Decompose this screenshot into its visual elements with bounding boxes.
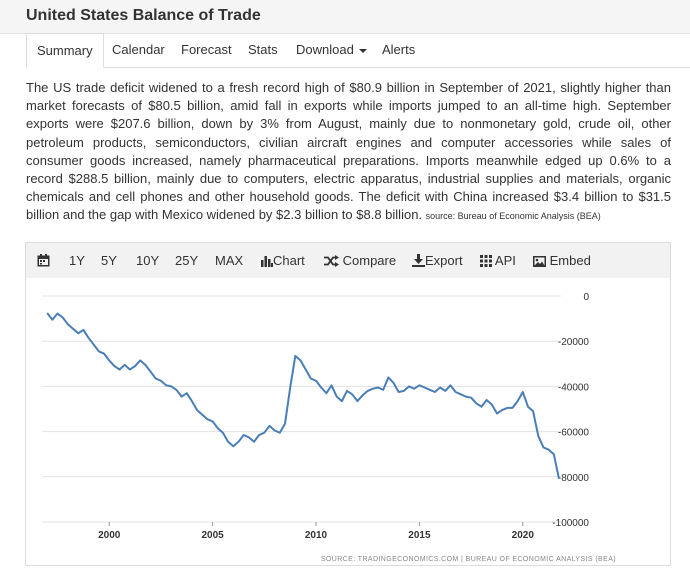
tab-bar: Summary Calendar Forecast Stats Download… <box>26 33 690 68</box>
tab-calendar[interactable]: Calendar <box>112 42 165 57</box>
y-tick-label: -20000 <box>558 337 590 348</box>
y-tick-label: -40000 <box>558 382 590 393</box>
export-button[interactable]: Export <box>412 243 463 279</box>
title-bar: United States Balance of Trade <box>0 0 690 34</box>
x-tick-label: 2000 <box>98 530 121 541</box>
y-tick-label: -100000 <box>552 518 589 529</box>
range-10y-button[interactable]: 10Y <box>136 253 160 268</box>
chart-toolbar: 1Y 5Y 10Y 25Y MAX Chart Compare Export A… <box>25 242 671 279</box>
range-5y-button[interactable]: 5Y <box>101 253 117 268</box>
x-tick-label: 2010 <box>305 530 328 541</box>
chart-frame: 0 -20000 -40000 -60000 -80000 -100000 2000 2005… <box>25 278 671 566</box>
page-title: United States Balance of Trade <box>26 7 261 24</box>
chart-source-note: SOURCE: TRADINGECONOMICS.COM | BUREAU OF… <box>321 556 616 563</box>
range-max-button[interactable]: MAX <box>215 253 244 268</box>
embed-button[interactable]: Embed <box>533 243 591 279</box>
download-icon <box>412 254 425 267</box>
embed-button-label: Embed <box>549 253 591 268</box>
trade-balance-line <box>46 312 560 480</box>
x-tick-label: 2015 <box>408 530 431 541</box>
x-tick-label: 2005 <box>201 530 224 541</box>
bar-chart-icon <box>261 256 273 267</box>
chart-button-label: Chart <box>273 253 305 268</box>
tab-download-label: Download <box>296 42 354 57</box>
trade-balance-chart: 0 -20000 -40000 -60000 -80000 -100000 2000 2005… <box>42 292 616 563</box>
tab-download[interactable]: Download <box>296 33 367 66</box>
caret-down-icon <box>358 48 367 53</box>
export-button-label: Export <box>425 253 463 268</box>
tab-forecast[interactable]: Forecast <box>181 42 232 57</box>
calendar-icon[interactable] <box>37 243 50 279</box>
summary-source: source: Bureau of Economic Analysis (BEA… <box>425 211 601 222</box>
tab-stats[interactable]: Stats <box>248 42 278 57</box>
api-button[interactable]: API <box>480 243 516 279</box>
summary-text-block: The US trade deficit widened to a fresh … <box>26 79 671 226</box>
tab-alerts[interactable]: Alerts <box>382 42 416 57</box>
compare-button-label: Compare <box>342 253 397 268</box>
y-tick-label: 0 <box>583 292 589 303</box>
x-tick-label: 2020 <box>512 530 535 541</box>
compare-button[interactable]: Compare <box>324 243 396 279</box>
image-icon <box>533 256 546 267</box>
y-tick-label: -60000 <box>558 428 590 439</box>
shuffle-icon <box>324 255 339 267</box>
summary-paragraph: The US trade deficit widened to a fresh … <box>26 80 671 223</box>
tab-summary[interactable]: Summary <box>26 33 104 68</box>
y-tick-label: -80000 <box>558 473 590 484</box>
range-1y-button[interactable]: 1Y <box>69 253 85 268</box>
api-button-label: API <box>494 253 516 268</box>
grid-icon <box>480 255 492 267</box>
chart-button[interactable]: Chart <box>261 243 305 279</box>
range-25y-button[interactable]: 25Y <box>175 253 199 268</box>
